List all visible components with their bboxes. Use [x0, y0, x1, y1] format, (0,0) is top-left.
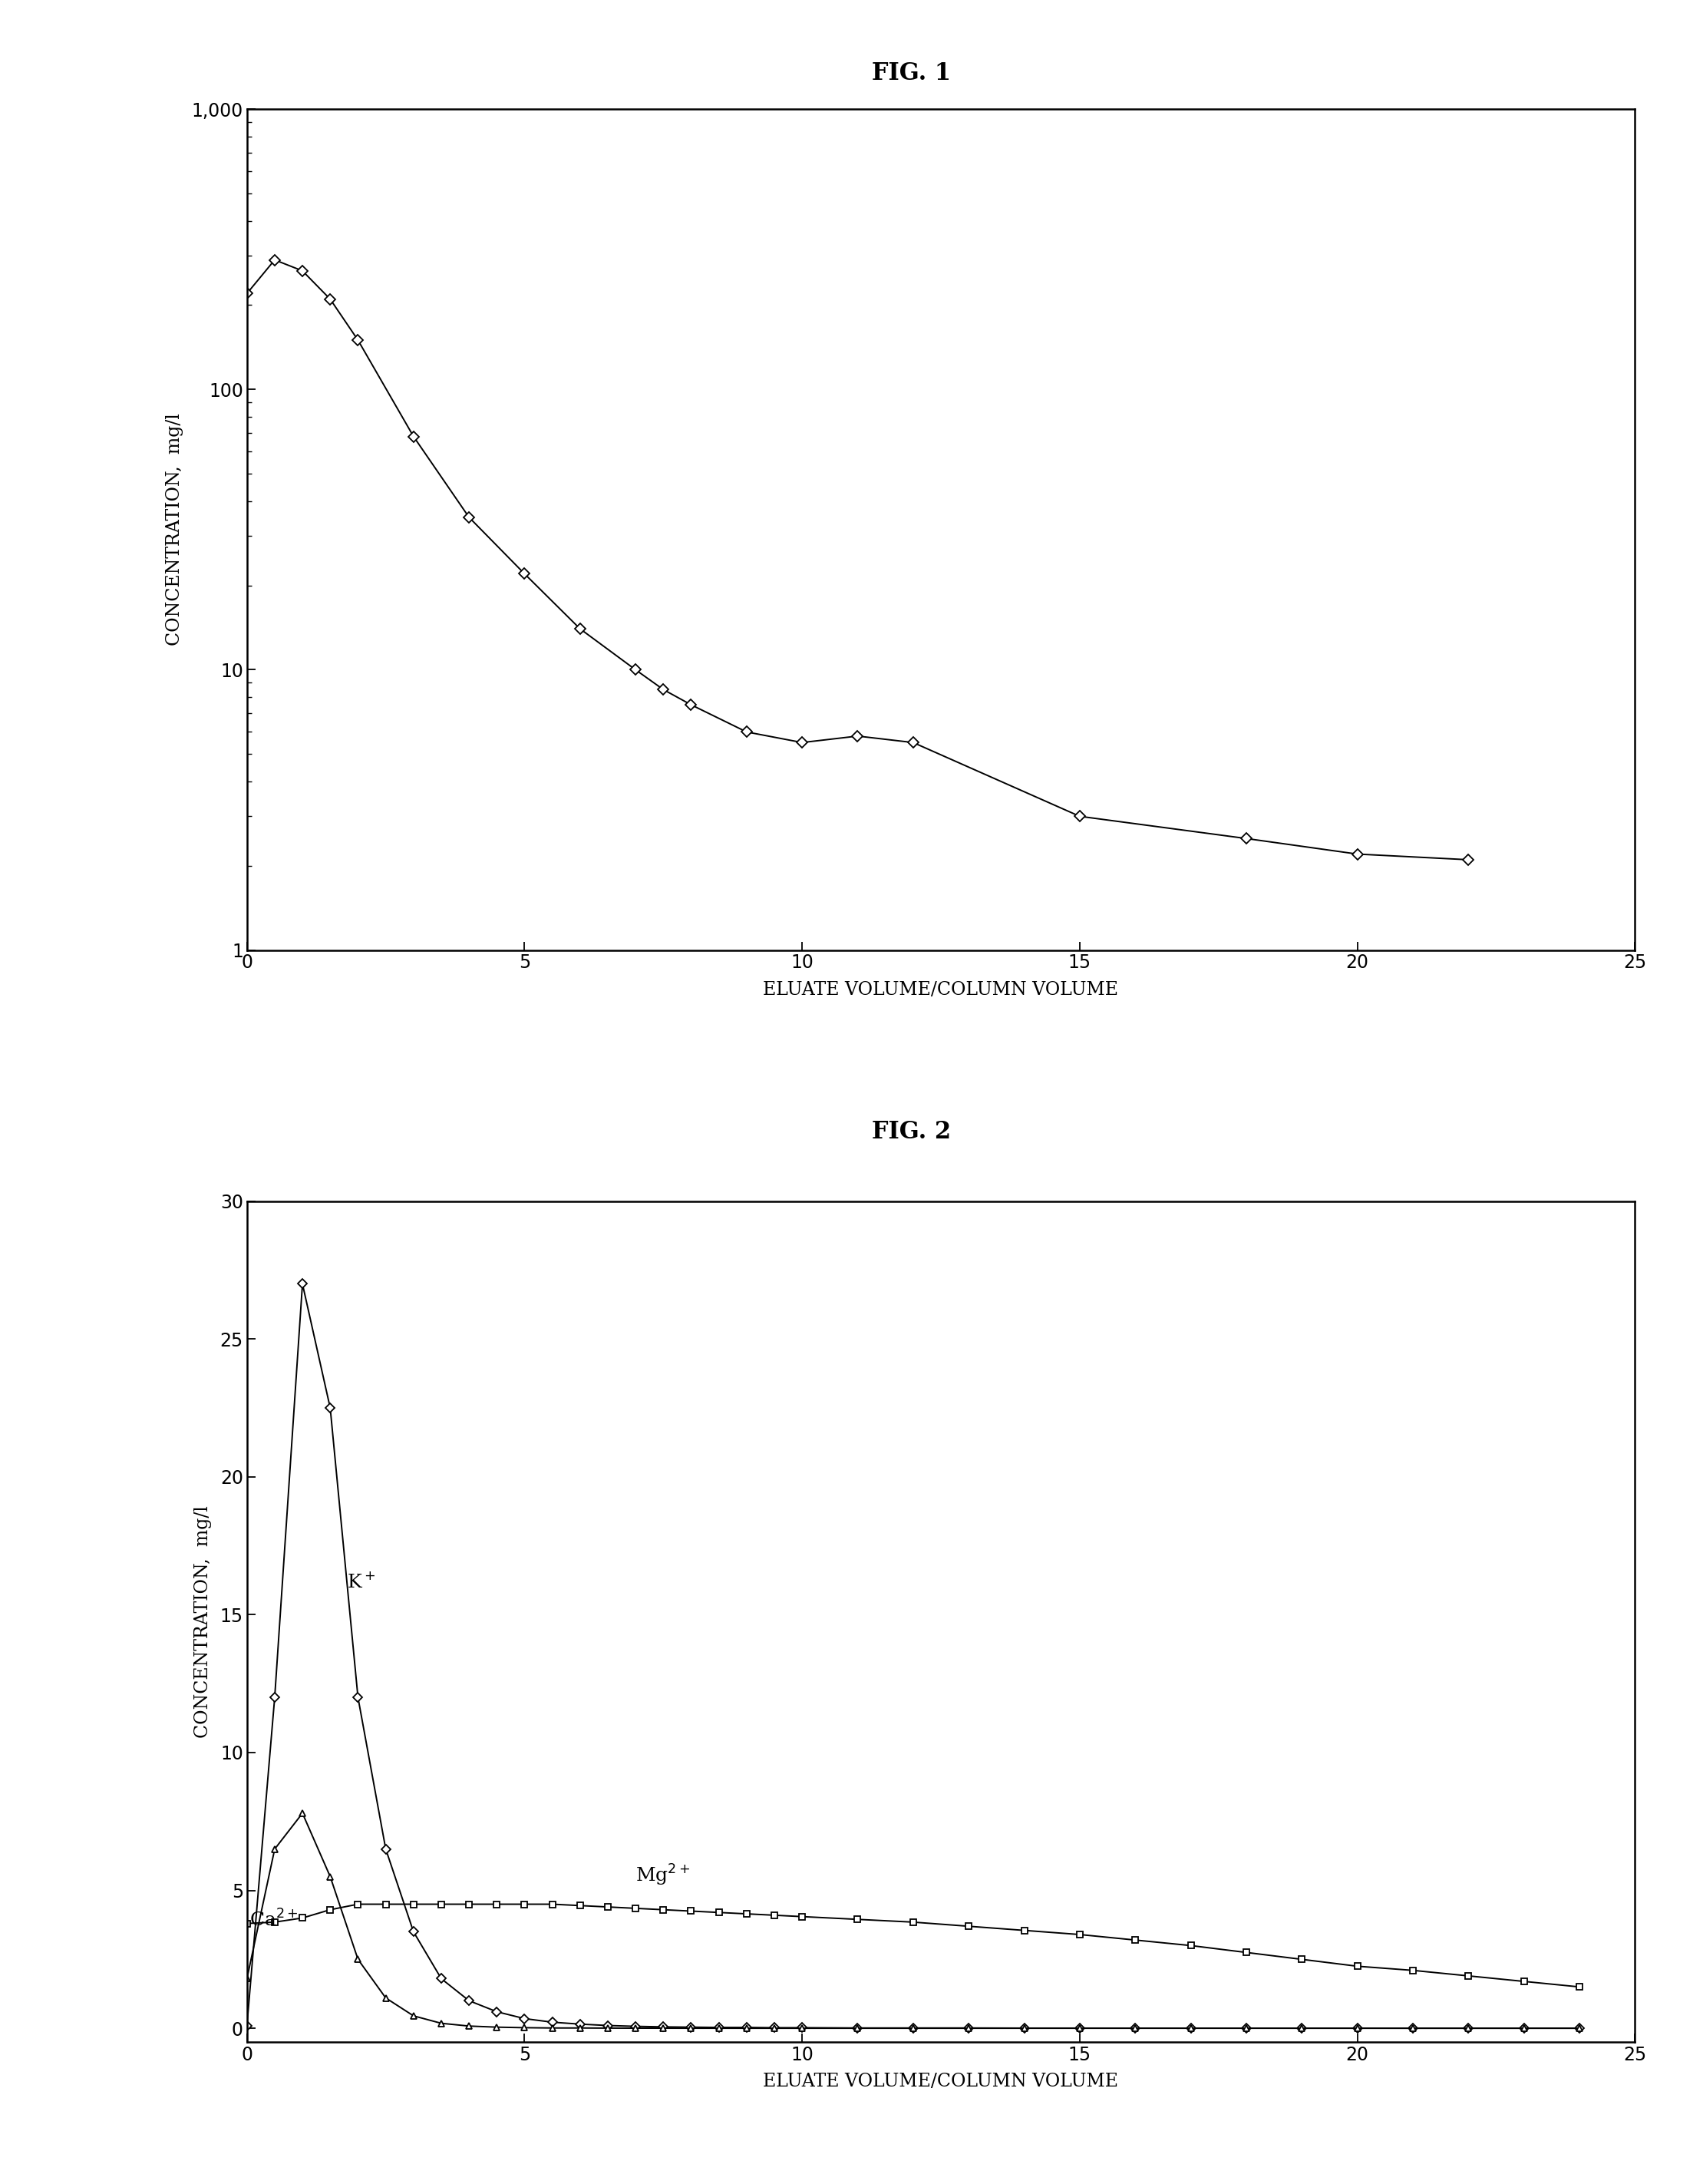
- Text: FIG. 2: FIG. 2: [872, 1120, 950, 1144]
- Text: Mg$^{2+}$: Mg$^{2+}$: [635, 1863, 690, 1887]
- Text: Ca$^{2+}$: Ca$^{2+}$: [250, 1909, 298, 1931]
- Text: K$^+$: K$^+$: [347, 1572, 375, 1590]
- Y-axis label: CONCENTRATION,  mg/l: CONCENTRATION, mg/l: [165, 413, 182, 646]
- X-axis label: ELUATE VOLUME/COLUMN VOLUME: ELUATE VOLUME/COLUMN VOLUME: [763, 981, 1119, 998]
- Y-axis label: CONCENTRATION,  mg/l: CONCENTRATION, mg/l: [194, 1505, 211, 1738]
- Text: FIG. 1: FIG. 1: [872, 61, 950, 85]
- X-axis label: ELUATE VOLUME/COLUMN VOLUME: ELUATE VOLUME/COLUMN VOLUME: [763, 2073, 1119, 2090]
